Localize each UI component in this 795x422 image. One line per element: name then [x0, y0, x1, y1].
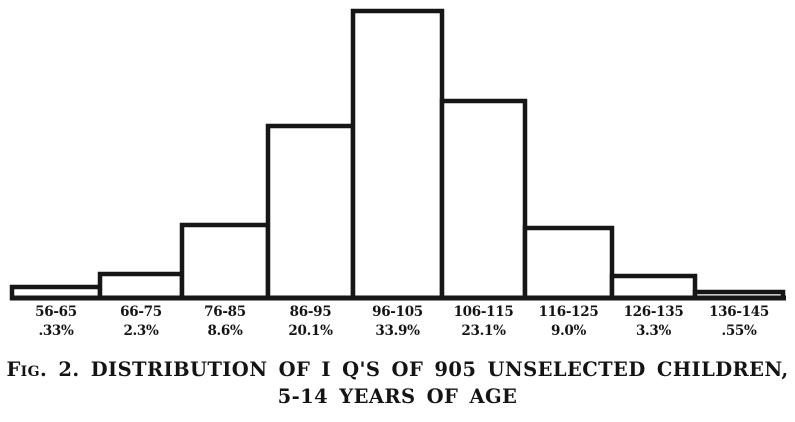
bin-percent-label: 2.3% — [123, 323, 159, 339]
bin-percent-label: 3.3% — [635, 323, 672, 339]
figure-number: Fig. 2. — [6, 358, 80, 381]
histogram-bar-106-115 — [439, 98, 528, 301]
bin-range-label: 86-95 — [289, 304, 332, 320]
bin-range-label: 76-85 — [204, 304, 246, 320]
bin-56-65: 56-65 .33% — [35, 305, 77, 338]
bin-range-label: 96-105 — [372, 304, 423, 320]
bin-range-label: 126-135 — [623, 304, 684, 320]
figure-caption-line1: Fig. 2. DISTRIBUTION OF I Q'S OF 905 UNS… — [0, 356, 795, 383]
histogram-bar-76-85 — [179, 222, 271, 301]
bin-96-105: 96-105 33.9% — [372, 305, 423, 338]
bin-range-label: 66-75 — [120, 304, 162, 320]
bin-range-label: 116-125 — [538, 304, 599, 320]
bin-percent-label: .33% — [38, 323, 74, 339]
caption-title-text: DISTRIBUTION OF I Q'S OF 905 UNSELECTED … — [90, 358, 789, 381]
bin-percent-label: 33.9% — [375, 323, 420, 339]
bin-66-75: 66-75 2.3% — [120, 305, 162, 338]
histogram — [9, 8, 786, 301]
bin-106-115: 106-115 23.1% — [454, 305, 514, 338]
bin-range-label: 136-145 — [709, 304, 769, 320]
bin-116-125: 116-125 9.0% — [539, 305, 599, 338]
bin-percent-label: 8.6% — [207, 323, 243, 339]
bin-percent-label: 23.1% — [461, 323, 506, 339]
histogram-bar-66-75 — [97, 271, 185, 301]
bin-percent-label: 9.0% — [550, 323, 587, 339]
bin-76-85: 76-85 8.6% — [204, 305, 246, 338]
histogram-bar-116-125 — [522, 225, 615, 301]
bin-86-95: 86-95 20.1% — [288, 304, 333, 339]
histogram-bar-126-135 — [609, 273, 698, 301]
figure-caption: Fig. 2. DISTRIBUTION OF I Q'S OF 905 UNS… — [0, 356, 795, 410]
bin-percent-label: 20.1% — [288, 323, 333, 339]
bin-percent-label: .55% — [721, 323, 757, 339]
figure-caption-line2: 5-14 YEARS OF AGE — [277, 385, 518, 408]
bin-range-label: 106-115 — [453, 304, 514, 320]
x-axis-labels: 56-65 .33% 66-75 2.3% 76-85 8.6% 86-95 20.1% 96-… — [0, 305, 795, 353]
histogram-bar-96-105 — [350, 8, 445, 301]
bin-136-145: 136-145 .55% — [709, 305, 769, 338]
bin-range-label: 56-65 — [35, 304, 77, 320]
histogram-bar-86-95 — [265, 123, 356, 301]
bin-126-135: 126-135 3.3% — [624, 305, 684, 338]
